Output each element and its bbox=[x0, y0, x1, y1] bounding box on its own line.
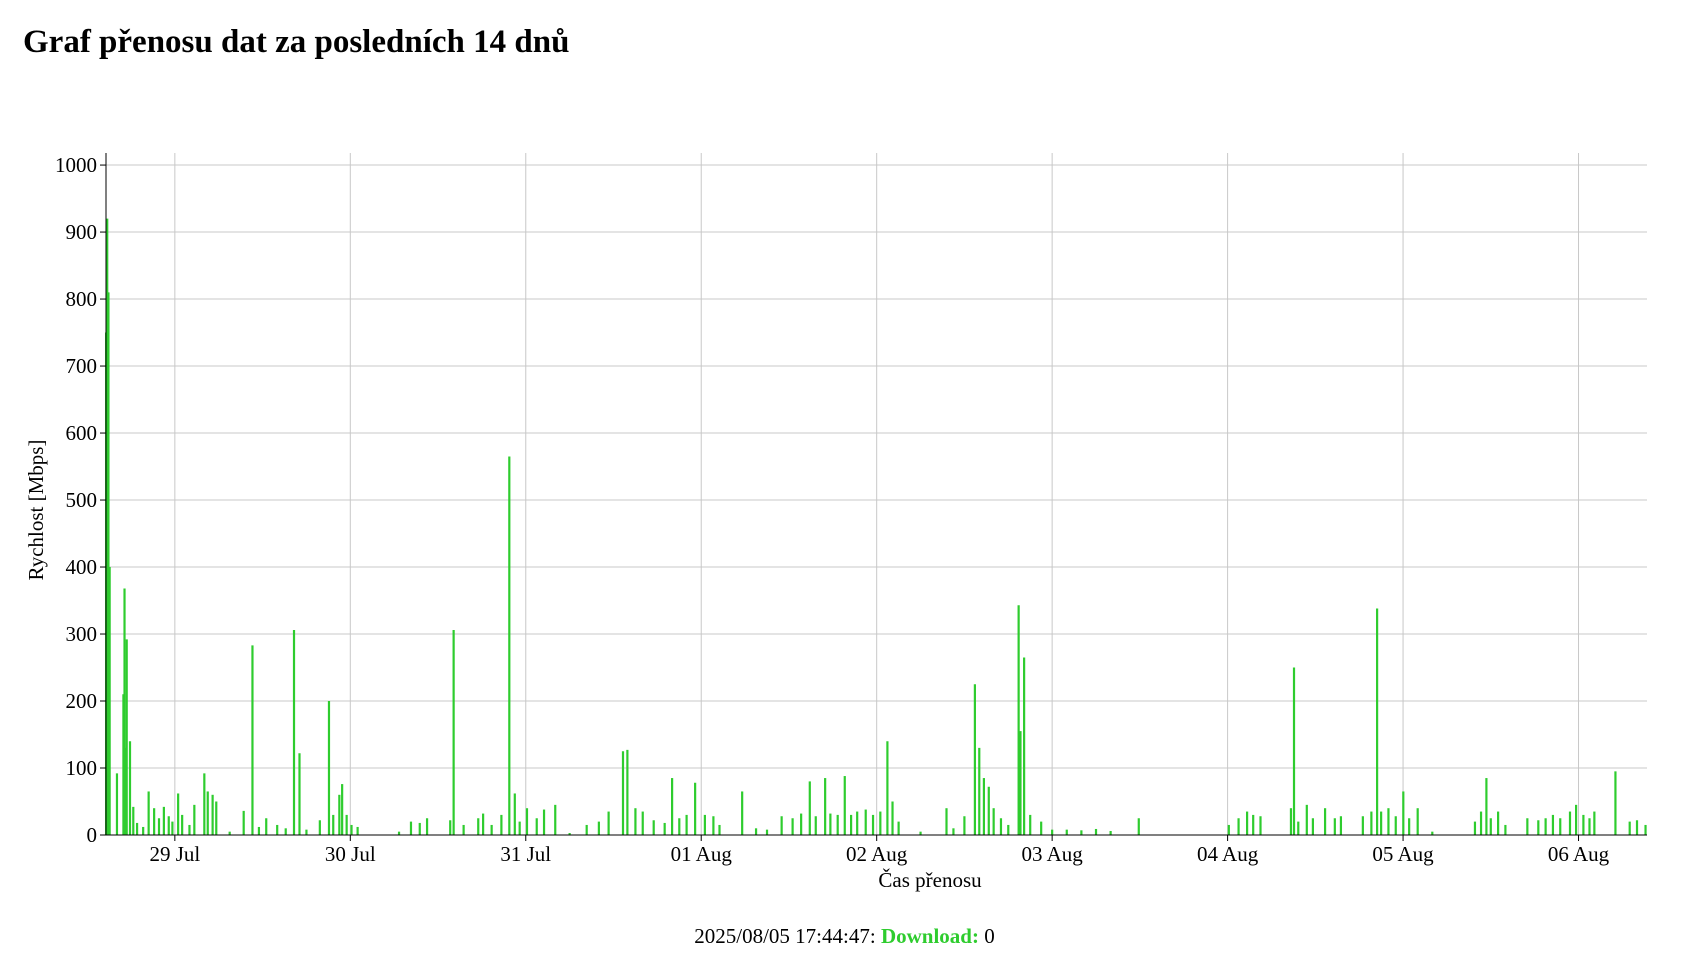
y-axis-title: Rychlost [Mbps] bbox=[24, 440, 48, 581]
x-tick-label: 06 Aug bbox=[1548, 842, 1610, 866]
y-tick-label: 600 bbox=[66, 421, 98, 445]
footer-value: 0 bbox=[984, 924, 995, 948]
x-tick-label: 01 Aug bbox=[671, 842, 733, 866]
y-tick-label: 900 bbox=[66, 220, 98, 244]
x-tick-label: 05 Aug bbox=[1372, 842, 1434, 866]
data-area bbox=[105, 218, 1647, 835]
y-tick-label: 1000 bbox=[55, 153, 97, 177]
footer-series: Download bbox=[881, 924, 979, 948]
footer: 2025/08/05 17:44:47 Download 0 bbox=[0, 924, 1689, 949]
x-tick-label: 31 Jul bbox=[500, 842, 551, 866]
x-tick-label: 02 Aug bbox=[846, 842, 908, 866]
y-tick-label: 400 bbox=[66, 555, 98, 579]
x-tick-label: 04 Aug bbox=[1197, 842, 1259, 866]
x-tick-label: 03 Aug bbox=[1022, 842, 1084, 866]
x-axis-title: Čas přenosu bbox=[878, 868, 982, 892]
chart-title: Graf přenosu dat za posledních 14 dnů bbox=[23, 24, 569, 60]
x-tick-label: 30 Jul bbox=[325, 842, 376, 866]
y-tick-label: 100 bbox=[66, 756, 98, 780]
axes: 0 100 200 300 400 500 600 700 800 900 1000 29 Jul 30… bbox=[55, 153, 1647, 866]
y-tick-label: 0 bbox=[87, 823, 98, 847]
y-tick-label: 700 bbox=[66, 354, 98, 378]
grid bbox=[106, 153, 1647, 836]
x-tick-label: 29 Jul bbox=[149, 842, 200, 866]
y-tick-label: 500 bbox=[66, 488, 98, 512]
footer-time: 2025/08/05 17:44:47 bbox=[694, 924, 875, 948]
y-tick-label: 300 bbox=[66, 622, 98, 646]
y-tick-label: 800 bbox=[66, 287, 98, 311]
y-tick-label: 200 bbox=[66, 689, 98, 713]
